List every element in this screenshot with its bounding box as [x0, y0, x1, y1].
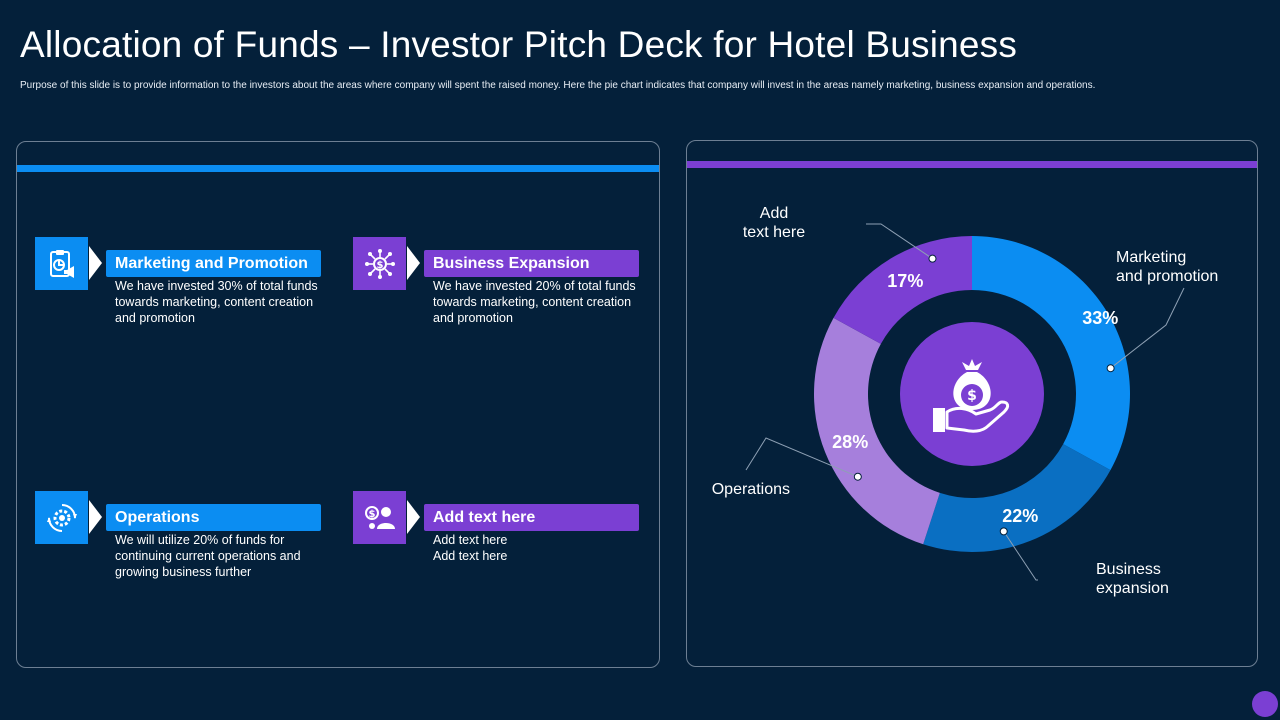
callout-line — [1003, 531, 1038, 581]
people-dollar-icon: $ — [353, 491, 406, 544]
slice-value-label: 33% — [1082, 308, 1118, 328]
panel-top-bar — [17, 165, 659, 172]
item-description: Add text here Add text here — [433, 533, 508, 563]
item-label: Operations — [106, 504, 321, 531]
slide-subtitle: Purpose of this slide is to provide info… — [20, 80, 1096, 91]
donut-slice — [972, 236, 1130, 471]
callout-line — [866, 223, 933, 260]
chart-panel — [686, 140, 1258, 667]
svg-text:$: $ — [376, 260, 383, 271]
item-arrow — [89, 500, 102, 534]
svg-text:$: $ — [368, 509, 375, 520]
network-dollar-icon: $ — [353, 237, 406, 290]
callout-dot — [1106, 364, 1115, 373]
item-arrow — [407, 246, 420, 280]
slice-category-label: Operations — [712, 481, 790, 498]
svg-text:$: $ — [967, 388, 977, 404]
gear-cycle-icon — [35, 491, 88, 544]
item-description: We will utilize 20% of funds for continu… — [115, 533, 301, 579]
donut-slice — [833, 236, 972, 344]
item-label: Business Expansion — [424, 250, 639, 277]
slice-category-label: Add text here — [743, 205, 805, 241]
item-label: Marketing and Promotion — [106, 250, 321, 277]
slice-value-label: 17% — [887, 271, 923, 291]
callout-dot — [928, 254, 937, 263]
callout-dot — [999, 527, 1008, 536]
slice-value-label: 28% — [832, 432, 868, 452]
item-arrow — [89, 246, 102, 280]
allocation-areas-panel — [16, 141, 660, 668]
slice-category-label: Business expansion — [1096, 561, 1169, 597]
item-arrow — [407, 500, 420, 534]
slide-corner-dot — [1252, 691, 1278, 717]
money-bag-hand-icon: $ — [933, 359, 1010, 433]
callout-line — [1110, 287, 1185, 369]
slice-value-label: 22% — [1002, 506, 1038, 526]
callout-line — [745, 437, 859, 478]
clipboard-chart-icon — [35, 237, 88, 290]
callout-dot — [853, 472, 862, 481]
donut-slice — [814, 317, 940, 545]
item-label: Add text here — [424, 504, 639, 531]
panel-top-bar — [687, 161, 1257, 168]
slide-title: Allocation of Funds – Investor Pitch Dec… — [20, 24, 1018, 65]
allocation-donut-chart: $ 33% Marketing and promotion 22% Business ex… — [712, 205, 1219, 597]
donut-slice — [923, 444, 1111, 552]
item-description: We have invested 20% of total funds towa… — [433, 279, 636, 325]
item-description: We have invested 30% of total funds towa… — [115, 279, 318, 325]
slice-category-label: Marketing and promotion — [1116, 249, 1218, 285]
